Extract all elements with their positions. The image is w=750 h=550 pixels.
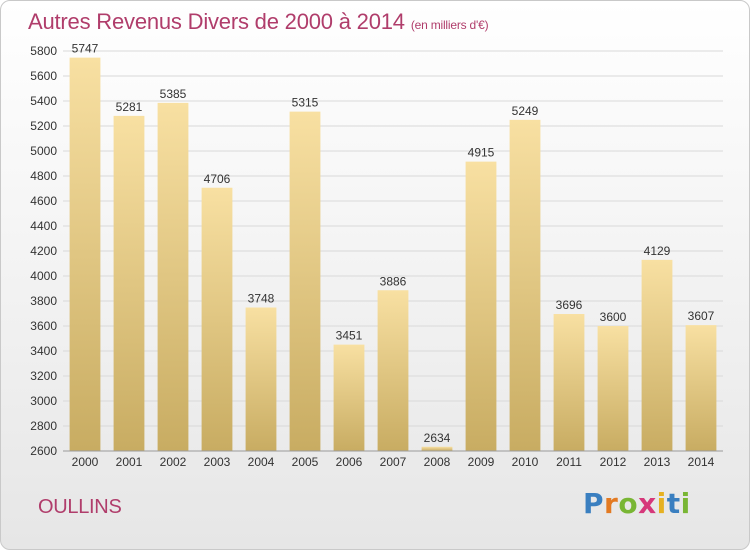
- bar: [69, 57, 101, 451]
- y-tick-label: 3200: [30, 369, 57, 383]
- y-tick-label: 5800: [30, 44, 57, 58]
- chart-title-text: Autres Revenus Divers de 2000 à 2014: [28, 9, 405, 34]
- y-tick-label: 4600: [30, 194, 57, 208]
- y-tick-label: 5200: [30, 119, 57, 133]
- bar: [201, 187, 233, 451]
- x-tick-label: 2006: [336, 455, 363, 469]
- data-label: 3600: [600, 310, 627, 324]
- x-tick-label: 2013: [644, 455, 671, 469]
- bar: [245, 307, 277, 451]
- bar: [113, 115, 145, 451]
- y-tick-label: 3600: [30, 319, 57, 333]
- data-label: 4706: [204, 172, 231, 186]
- y-tick-label: 5400: [30, 94, 57, 108]
- data-label: 5385: [160, 87, 187, 101]
- bar: [377, 290, 409, 451]
- data-label: 4915: [468, 146, 495, 160]
- bar: [289, 111, 321, 451]
- x-tick-label: 2002: [160, 455, 187, 469]
- bar: [465, 161, 497, 451]
- bar: [685, 325, 717, 451]
- data-label: 5747: [72, 42, 99, 56]
- data-label: 5281: [116, 100, 143, 114]
- x-tick-label: 2010: [512, 455, 539, 469]
- x-tick-label: 2009: [468, 455, 495, 469]
- x-tick-label: 2003: [204, 455, 231, 469]
- chart-unit: (en milliers d'€): [410, 18, 489, 32]
- y-tick-label: 3400: [30, 344, 57, 358]
- data-label: 3886: [380, 274, 407, 288]
- city-name: OULLINS: [38, 496, 122, 518]
- data-label: 4129: [644, 244, 671, 258]
- data-label: 3748: [248, 292, 275, 306]
- x-tick-label: 2014: [688, 455, 715, 469]
- bar-layer: [69, 57, 717, 451]
- bar: [641, 259, 673, 451]
- proxiti-logo: Proxiti: [583, 487, 691, 520]
- y-tick-label: 4200: [30, 244, 57, 258]
- bar: [333, 344, 365, 451]
- data-label: 5315: [292, 96, 319, 110]
- y-tick-label: 4000: [30, 269, 57, 283]
- y-tick-label: 4400: [30, 219, 57, 233]
- data-label: 3696: [556, 298, 583, 312]
- bar: [509, 119, 541, 451]
- x-tick-label: 2000: [72, 455, 99, 469]
- data-label: 3607: [688, 309, 715, 323]
- data-label: 2634: [424, 431, 451, 445]
- y-tick-label: 2800: [30, 419, 57, 433]
- data-label: 3451: [336, 329, 363, 343]
- x-tick-label: 2004: [248, 455, 275, 469]
- x-tick-label: 2007: [380, 455, 407, 469]
- bar: [553, 314, 585, 451]
- x-tick-label: 2011: [556, 455, 582, 469]
- axis-layer: 2600 2800 3000 3200 3400 3600 3800 4000 4200 4400…: [30, 42, 723, 469]
- bar: [597, 326, 629, 451]
- y-tick-label: 4800: [30, 169, 57, 183]
- y-tick-label: 3800: [30, 294, 57, 308]
- x-tick-label: 2005: [292, 455, 319, 469]
- y-tick-label: 5600: [30, 69, 57, 83]
- x-tick-label: 2012: [600, 455, 627, 469]
- bar: [421, 446, 453, 451]
- bar: [157, 102, 189, 451]
- chart-title: Autres Revenus Divers de 2000 à 2014 (en …: [28, 9, 489, 35]
- y-tick-label: 2600: [30, 444, 57, 458]
- y-tick-label: 3000: [30, 394, 57, 408]
- x-tick-label: 2008: [424, 455, 451, 469]
- x-tick-label: 2001: [116, 455, 143, 469]
- y-tick-label: 5000: [30, 144, 57, 158]
- data-label: 5249: [512, 104, 539, 118]
